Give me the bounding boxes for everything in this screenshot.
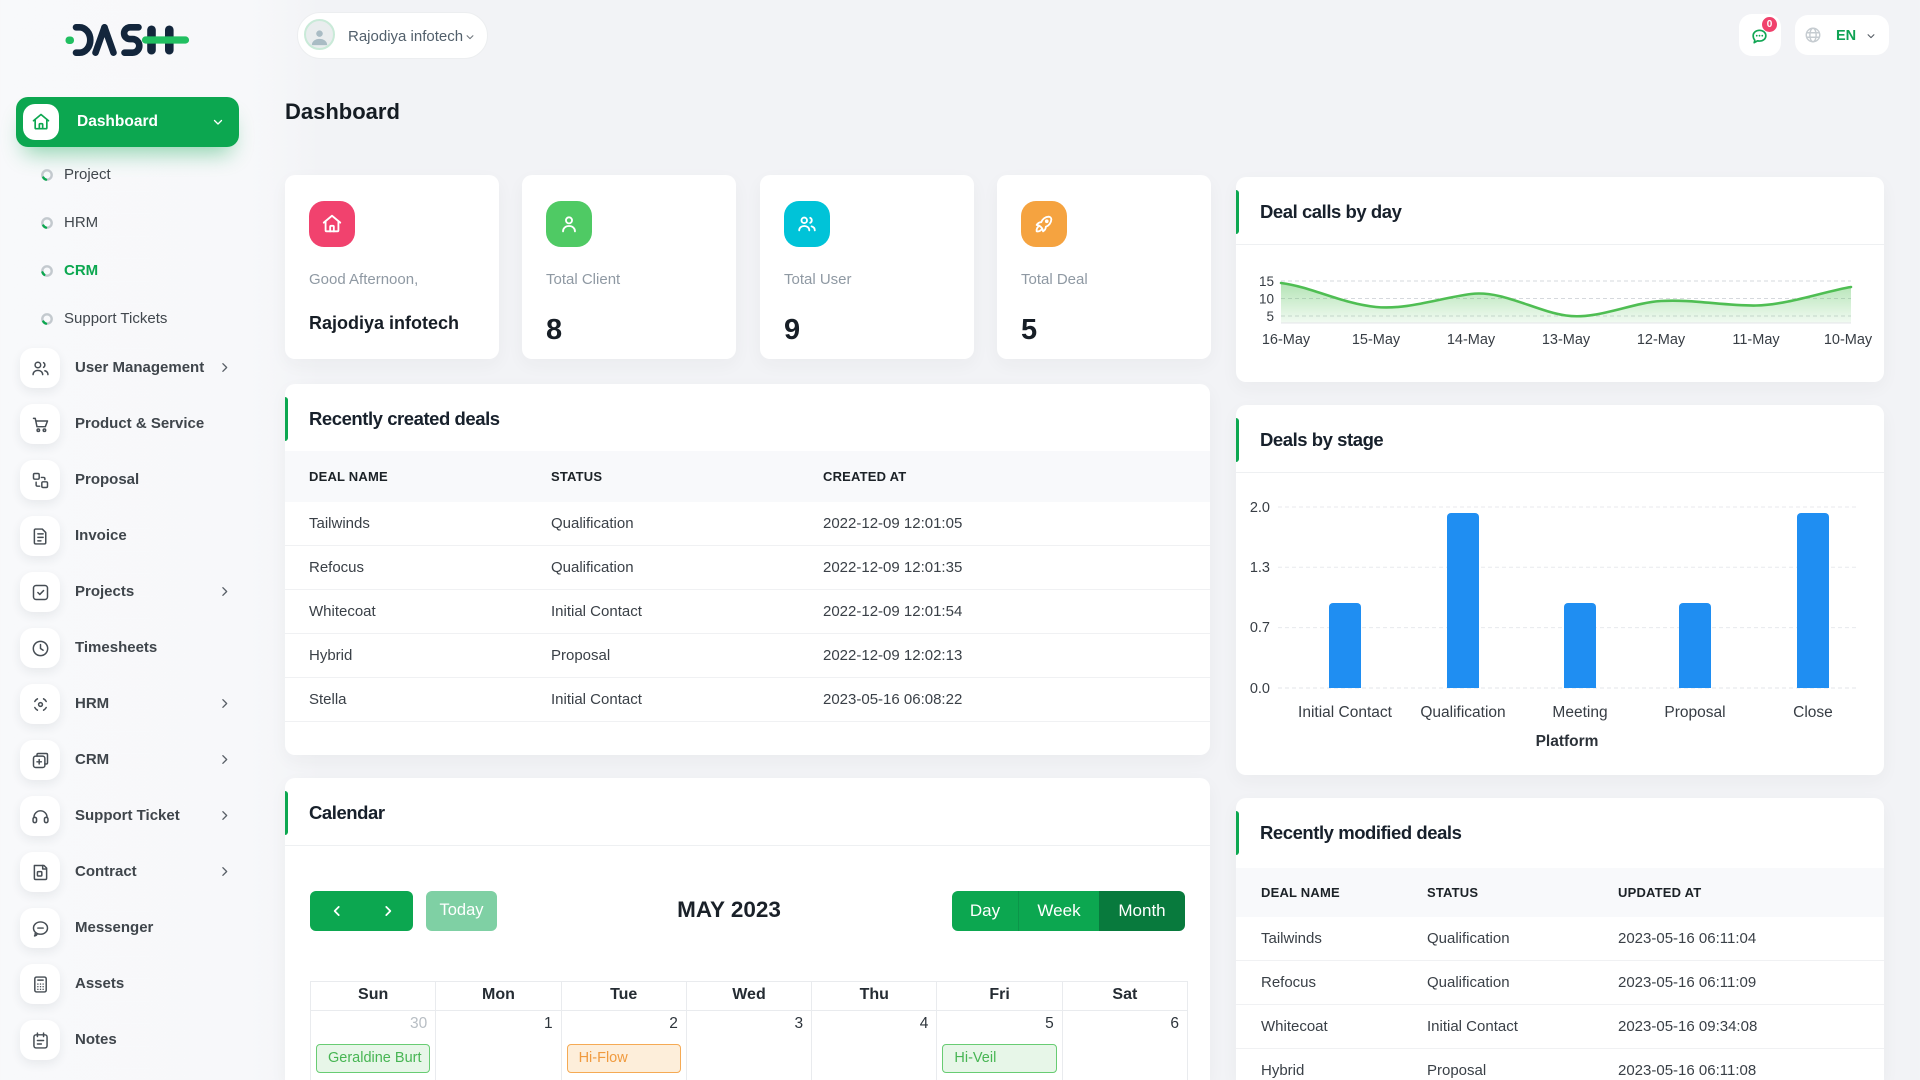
svg-text:14-May: 14-May (1447, 332, 1496, 348)
svg-text:Platform: Platform (1536, 733, 1599, 750)
svg-text:10: 10 (1259, 292, 1274, 307)
svg-text:11-May: 11-May (1732, 332, 1780, 348)
svg-text:Qualification: Qualification (1420, 704, 1505, 721)
svg-text:Close: Close (1793, 704, 1833, 721)
svg-text:5: 5 (1266, 309, 1274, 324)
svg-text:15-May: 15-May (1352, 332, 1401, 348)
svg-text:0.7: 0.7 (1250, 620, 1270, 636)
svg-text:13-May: 13-May (1542, 332, 1591, 348)
svg-text:Meeting: Meeting (1552, 704, 1607, 721)
svg-text:16-May: 16-May (1262, 332, 1311, 348)
svg-text:Proposal: Proposal (1664, 704, 1725, 721)
svg-text:2.0: 2.0 (1250, 500, 1270, 516)
svg-text:15: 15 (1259, 274, 1274, 289)
svg-text:10-May: 10-May (1824, 332, 1873, 348)
svg-text:1.3: 1.3 (1250, 560, 1270, 576)
svg-text:Initial Contact: Initial Contact (1298, 704, 1393, 721)
svg-text:0.0: 0.0 (1250, 681, 1270, 697)
svg-text:12-May: 12-May (1637, 332, 1686, 348)
